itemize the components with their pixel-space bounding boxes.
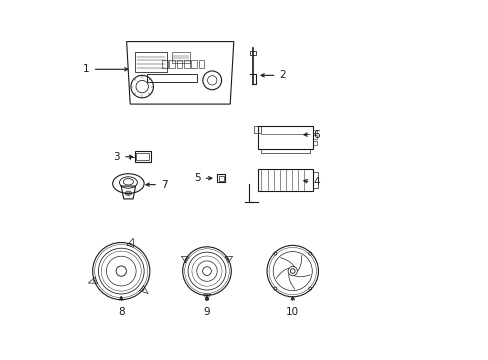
Bar	[191, 60, 197, 68]
Bar	[172, 52, 190, 63]
Text: 4: 4	[313, 177, 320, 187]
Text: 7: 7	[161, 180, 167, 190]
Bar	[147, 74, 197, 82]
Bar	[217, 174, 225, 182]
Bar	[136, 153, 149, 160]
Bar	[261, 149, 309, 153]
Bar	[313, 135, 316, 139]
Bar	[135, 51, 167, 72]
Text: 3: 3	[113, 152, 120, 162]
Bar	[254, 126, 260, 133]
Bar	[177, 60, 182, 68]
Bar	[183, 60, 189, 68]
Bar	[313, 130, 316, 133]
Text: 5: 5	[194, 173, 200, 183]
Text: 10: 10	[285, 307, 299, 317]
Text: 9: 9	[203, 307, 210, 317]
Bar	[162, 60, 167, 68]
Bar	[313, 172, 317, 188]
Bar	[249, 51, 256, 55]
Bar	[257, 169, 313, 191]
Text: 8: 8	[118, 307, 124, 317]
Bar	[257, 126, 313, 149]
Bar	[198, 60, 204, 68]
Bar	[134, 152, 150, 162]
Text: 6: 6	[313, 130, 320, 140]
Text: 2: 2	[279, 70, 285, 80]
Bar	[169, 60, 175, 68]
Text: 1: 1	[83, 64, 90, 74]
Bar	[218, 176, 224, 181]
Bar	[313, 141, 316, 145]
